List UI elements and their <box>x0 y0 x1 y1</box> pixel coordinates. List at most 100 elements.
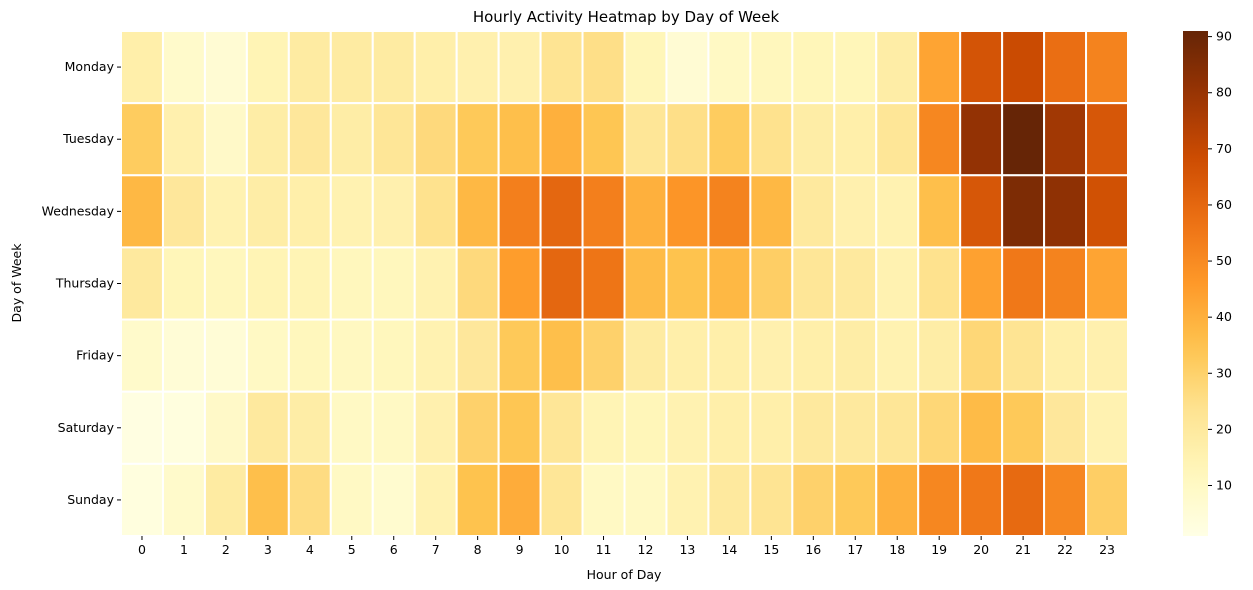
heatmap-cell <box>120 30 164 105</box>
heatmap-cell <box>917 390 962 465</box>
heatmap-cell <box>791 246 836 321</box>
heatmap-cell <box>581 462 626 538</box>
x-tick-label: 7 <box>432 542 440 557</box>
heatmap-cell <box>623 246 668 321</box>
heatmap-cell <box>707 318 752 393</box>
x-axis-ticks: 0 1 2 3 4 5 6 7 8 9 10 11 12 13 14 15 16 17 18 19 20 21 22 23 <box>138 536 1115 557</box>
heatmap-cell <box>1001 246 1046 321</box>
heatmap-cell <box>623 102 668 177</box>
heatmap-cell <box>203 318 248 393</box>
colorbar-tick-label: 70 <box>1216 141 1232 156</box>
x-axis-label: Hour of Day <box>587 567 662 582</box>
heatmap-cell <box>917 318 962 393</box>
heatmap-cell <box>1085 30 1129 105</box>
x-tick-label: 11 <box>596 542 612 557</box>
heatmap-cell <box>917 462 962 538</box>
heatmap-cell <box>1085 174 1129 249</box>
heatmap-cell <box>623 390 668 465</box>
heatmap-cell <box>287 246 332 321</box>
heatmap-cell <box>917 30 962 105</box>
heatmap-cell <box>1001 30 1046 105</box>
colorbar <box>1183 31 1208 536</box>
heatmap-cell <box>371 102 416 177</box>
heatmap-cell <box>539 30 584 105</box>
heatmap-cell <box>161 318 206 393</box>
heatmap-cell <box>329 390 374 465</box>
heatmap-cell <box>497 102 542 177</box>
x-tick-label: 21 <box>1015 542 1031 557</box>
heatmap-cell <box>413 462 458 538</box>
x-tick-label: 9 <box>516 542 524 557</box>
heatmap-cell <box>1001 390 1046 465</box>
heatmap-cell <box>875 30 920 105</box>
heatmap-cell <box>1043 246 1088 321</box>
heatmap-cell <box>623 462 668 538</box>
heatmap-cell <box>1043 30 1088 105</box>
heatmap-cell <box>1043 390 1088 465</box>
heatmap-cell <box>833 390 878 465</box>
x-tick-label: 5 <box>348 542 356 557</box>
heatmap-cell <box>371 246 416 321</box>
x-tick-label: 8 <box>474 542 482 557</box>
heatmap-cell <box>287 390 332 465</box>
heatmap-cell <box>413 102 458 177</box>
heatmap-cell <box>791 30 836 105</box>
y-tick-label: Saturday <box>58 420 115 435</box>
heatmap-cell <box>959 390 1004 465</box>
heatmap-cell <box>707 246 752 321</box>
heatmap-cell <box>455 102 500 177</box>
heatmap-cell <box>623 30 668 105</box>
heatmap-cell <box>203 390 248 465</box>
heatmap-cell <box>1043 462 1088 538</box>
heatmap-cell <box>875 390 920 465</box>
heatmap-cell <box>959 102 1004 177</box>
heatmap-cell <box>497 246 542 321</box>
heatmap-cell <box>749 462 794 538</box>
colorbar-tick-label: 50 <box>1216 253 1232 268</box>
heatmap-cell <box>1001 174 1046 249</box>
heatmap-cell <box>917 102 962 177</box>
heatmap-cell <box>161 246 206 321</box>
heatmap-cell <box>833 318 878 393</box>
y-tick-label: Wednesday <box>42 203 115 218</box>
heatmap-cell <box>203 462 248 538</box>
heatmap-cell <box>161 102 206 177</box>
heatmap-cell <box>455 246 500 321</box>
heatmap-cell <box>455 462 500 538</box>
heatmap-cell <box>749 174 794 249</box>
heatmap-cell <box>1085 462 1129 538</box>
heatmap-cell <box>875 462 920 538</box>
heatmap-cell <box>833 102 878 177</box>
heatmap-cell <box>875 174 920 249</box>
heatmap-cell <box>539 390 584 465</box>
colorbar-tick-label: 20 <box>1216 421 1232 436</box>
heatmap-cell <box>497 318 542 393</box>
heatmap-cell <box>539 174 584 249</box>
heatmap-cell <box>120 462 164 538</box>
heatmap-cell <box>581 390 626 465</box>
heatmap-cell <box>413 30 458 105</box>
heatmap-cell <box>623 318 668 393</box>
colorbar-tick-label: 40 <box>1216 309 1232 324</box>
colorbar-tick-label: 80 <box>1216 85 1232 100</box>
x-tick-label: 19 <box>931 542 947 557</box>
colorbar-tick-label: 30 <box>1216 365 1232 380</box>
heatmap-cell <box>665 462 710 538</box>
heatmap-cell <box>875 318 920 393</box>
heatmap-cell <box>539 246 584 321</box>
heatmap-cell <box>707 462 752 538</box>
heatmap-cell <box>1043 102 1088 177</box>
y-axis-label: Day of Week <box>9 243 24 323</box>
x-tick-label: 15 <box>763 542 779 557</box>
x-tick-label: 20 <box>973 542 989 557</box>
heatmap-cell <box>791 174 836 249</box>
heatmap-cell <box>665 30 710 105</box>
heatmap-cell <box>161 174 206 249</box>
x-tick-label: 4 <box>306 542 314 557</box>
x-tick-label: 23 <box>1099 542 1115 557</box>
heatmap-cell <box>581 30 626 105</box>
heatmap-cell <box>371 318 416 393</box>
heatmap-cell <box>371 390 416 465</box>
heatmap-cell <box>875 246 920 321</box>
